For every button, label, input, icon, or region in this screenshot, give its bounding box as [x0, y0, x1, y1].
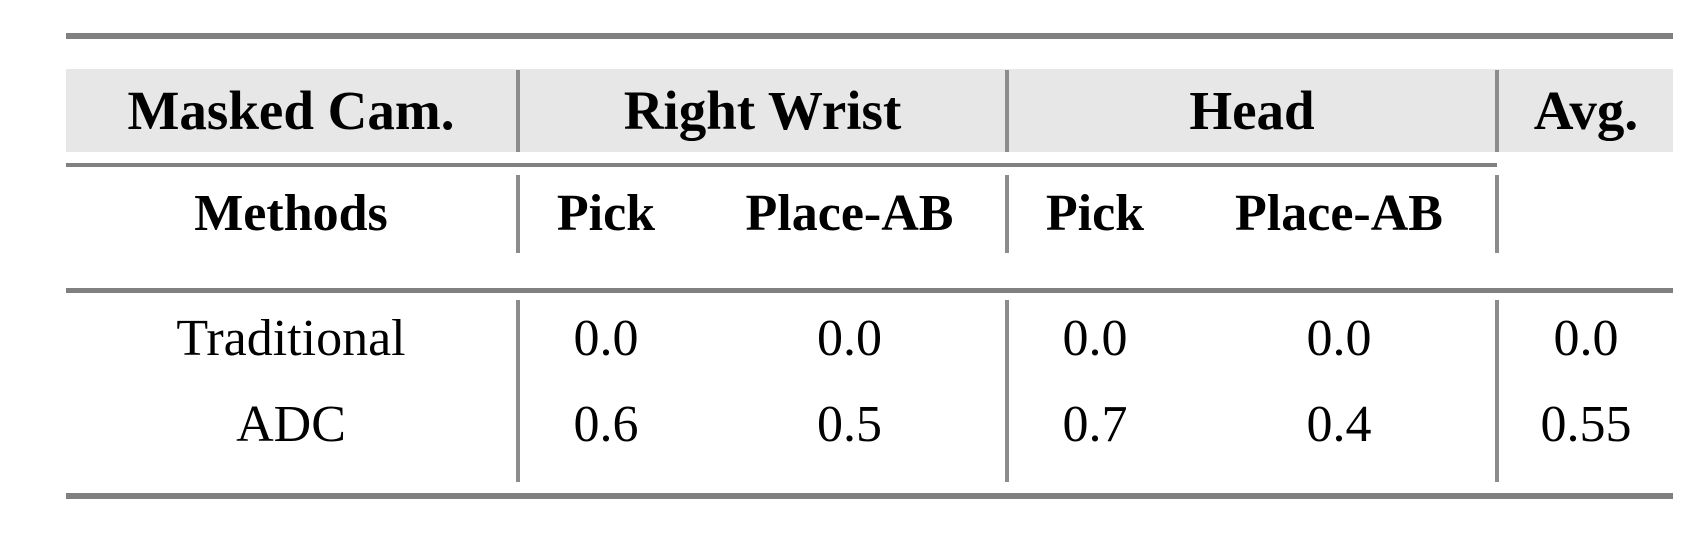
cell-traditional-wrist-pick: 0.0 [573, 310, 639, 367]
cell-adc-avg: 0.55 [1540, 396, 1632, 453]
header-divider-2 [1005, 70, 1009, 152]
header-head: Head [1189, 80, 1315, 141]
table-top-rule [66, 33, 1673, 39]
body-divider-1 [516, 300, 520, 482]
subheader-divider-2 [1005, 175, 1009, 253]
header-wrist-place-ab: Place-AB [745, 185, 954, 242]
table-row: ADC [236, 396, 346, 453]
header-divider-1 [516, 70, 520, 152]
table-bottom-rule [66, 493, 1673, 499]
header-head-pick: Pick [1045, 185, 1145, 242]
header-right-wrist: Right Wrist [623, 80, 902, 141]
cell-adc-head-place-ab: 0.4 [1306, 396, 1372, 453]
cell-traditional-head-pick: 0.0 [1062, 310, 1128, 367]
cell-traditional-avg: 0.0 [1553, 310, 1619, 367]
table-header-midrule [66, 163, 1497, 167]
table-row: Traditional [176, 310, 406, 367]
header-band [66, 69, 1673, 152]
cell-traditional-head-place-ab: 0.0 [1306, 310, 1372, 367]
subheader-divider-1 [516, 175, 520, 253]
header-divider-3 [1495, 70, 1499, 152]
body-divider-3 [1495, 300, 1499, 482]
body-divider-2 [1005, 300, 1009, 482]
cell-traditional-wrist-place-ab: 0.0 [817, 310, 882, 367]
header-methods: Methods [194, 185, 388, 242]
header-masked-cam: Masked Cam. [127, 80, 455, 141]
header-avg: Avg. [1533, 80, 1639, 141]
header-head-place-ab: Place-AB [1235, 185, 1443, 242]
header-wrist-pick: Pick [556, 185, 656, 242]
subheader-divider-3 [1495, 175, 1499, 253]
cell-adc-head-pick: 0.7 [1062, 396, 1128, 453]
table-header-bottom-rule [66, 288, 1673, 293]
cell-adc-wrist-pick: 0.6 [573, 396, 639, 453]
cell-adc-wrist-place-ab: 0.5 [817, 396, 882, 453]
